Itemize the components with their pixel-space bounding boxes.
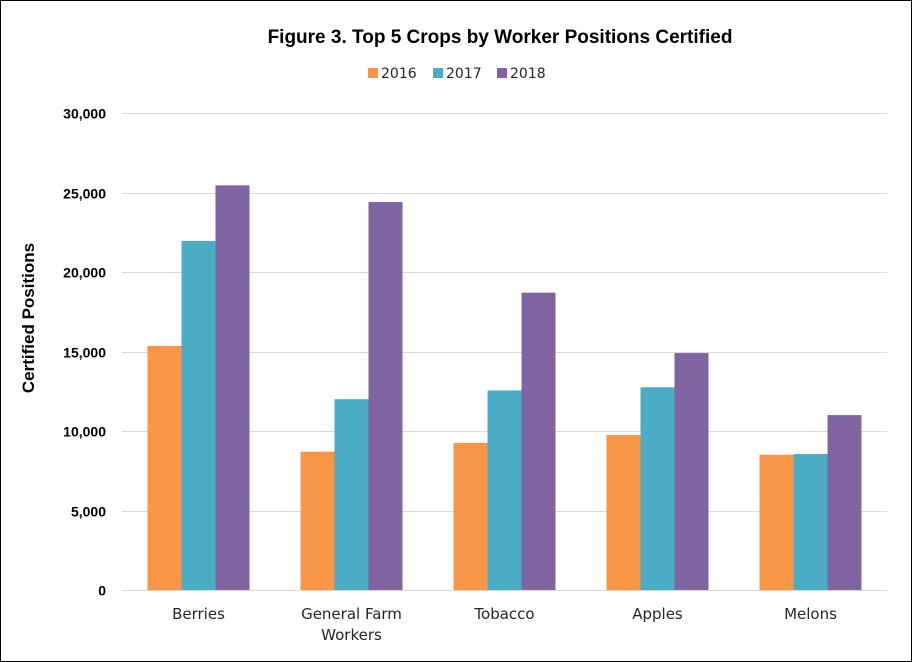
bar-2016 bbox=[606, 434, 641, 590]
y-tick-label: 10,000 bbox=[63, 424, 106, 440]
x-category-label: Apples bbox=[632, 605, 683, 623]
y-axis-ticks: 0 5,000 10,000 15,000 20,000 25,000 30,000 bbox=[63, 106, 106, 599]
bar-2017 bbox=[334, 399, 369, 590]
legend-label: 2018 bbox=[510, 66, 546, 82]
bar-2016 bbox=[147, 345, 182, 590]
x-category-label: General Farm bbox=[301, 605, 402, 623]
chart-title: Figure 3. Top 5 Crops by Worker Position… bbox=[268, 27, 733, 48]
bar-2018 bbox=[827, 415, 862, 590]
x-category-label: Workers bbox=[321, 626, 382, 644]
legend-swatch-2018 bbox=[497, 68, 507, 78]
x-category-label: Berries bbox=[172, 605, 225, 623]
bar-2016 bbox=[300, 451, 335, 590]
y-axis-label: Certified Positions bbox=[19, 243, 38, 393]
legend-swatch-2016 bbox=[368, 68, 378, 78]
y-tick-label: 30,000 bbox=[63, 106, 106, 122]
legend-label: 2017 bbox=[446, 66, 482, 82]
bar-2017 bbox=[793, 454, 828, 590]
x-axis-categories: Berries General Farm Workers Tobacco Apples M… bbox=[172, 605, 837, 644]
y-tick-label: 0 bbox=[98, 583, 106, 599]
y-tick-label: 25,000 bbox=[63, 186, 106, 202]
legend-label: 2016 bbox=[381, 66, 417, 82]
legend: 2016 2017 2018 bbox=[368, 66, 546, 82]
bar-2017 bbox=[640, 387, 675, 590]
bar-2018 bbox=[215, 185, 250, 590]
bar-2017 bbox=[181, 240, 216, 590]
bars bbox=[147, 185, 862, 591]
bar-2016 bbox=[759, 454, 794, 590]
y-tick-label: 15,000 bbox=[63, 345, 106, 361]
bar-2018 bbox=[521, 292, 556, 590]
x-category-label: Melons bbox=[784, 605, 837, 623]
x-category-label: Tobacco bbox=[473, 605, 534, 623]
bar-2017 bbox=[487, 390, 522, 590]
bar-2018 bbox=[368, 202, 403, 591]
y-tick-label: 5,000 bbox=[71, 504, 106, 520]
bar-2018 bbox=[674, 353, 709, 590]
bar-2016 bbox=[453, 442, 488, 590]
y-tick-label: 20,000 bbox=[63, 265, 106, 281]
legend-swatch-2017 bbox=[433, 68, 443, 78]
